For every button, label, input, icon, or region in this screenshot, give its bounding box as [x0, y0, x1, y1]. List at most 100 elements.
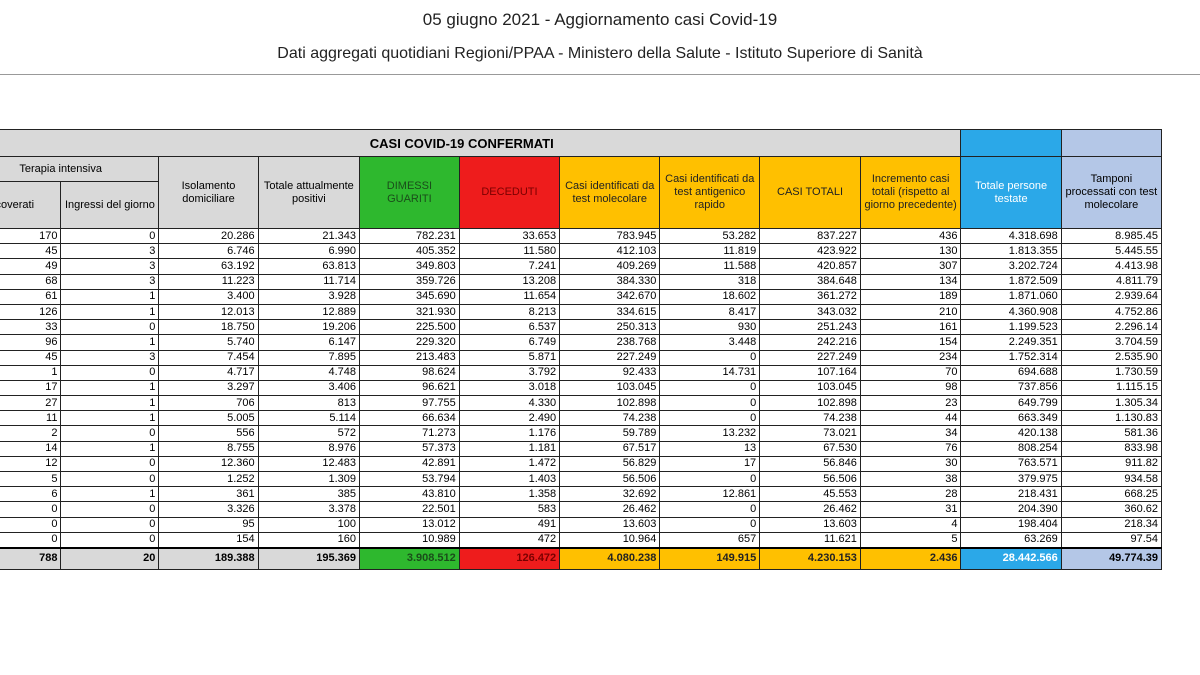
table-cell: 783.945 [559, 227, 661, 245]
table-row: 1 0 4.717 4.748 98.624 3.792 92.433 14.731 107.1… [0, 364, 1163, 381]
total-cell: 195.369 [257, 546, 361, 570]
table-row: 2 0 556 572 71.273 1.176 59.789 13.232 73.021 34 4… [0, 425, 1163, 442]
table-row: 170 0 20.286 21.343 782.231 33.653 783.945 53.2… [0, 227, 1163, 245]
table-cell: 6.749 [458, 334, 561, 351]
table-cell: 100 [257, 516, 361, 533]
table-cell: 11.654 [458, 288, 561, 305]
terapia-intensiva-label: Terapia intensiva [19, 162, 102, 175]
table-row: 12 0 12.360 12.483 42.891 1.472 56.829 17 56.846… [0, 455, 1163, 473]
table-cell: 229.320 [359, 334, 460, 351]
group-blank-lightblue [1060, 129, 1163, 157]
table-cell: 4.811.79 [1060, 273, 1163, 290]
col-header-isolamento: Isolamento domiciliare [158, 156, 259, 229]
col-header-ingressi: Ingressi del giorno [60, 181, 160, 229]
table-cell: 6.147 [257, 334, 361, 351]
table-cell: 63.269 [960, 531, 1062, 549]
table-cell: 250.313 [559, 319, 661, 336]
total-cell: 788 [0, 546, 62, 570]
table-cell: 5 [0, 470, 62, 488]
col-label: DIMESSI GUARITI [386, 179, 433, 205]
table-cell: 11.714 [257, 273, 361, 290]
col-header-ricoverati: ricoverati [0, 181, 62, 229]
table-cell: 307 [859, 258, 962, 275]
table-cell: 20.286 [158, 227, 259, 245]
table-cell: 423.922 [759, 243, 861, 260]
table-cell: 572 [257, 425, 361, 442]
table-cell: 0 [60, 425, 160, 442]
table-cell: 189 [859, 288, 962, 305]
table-cell: 43.810 [359, 486, 460, 503]
table-cell: 412.103 [559, 243, 661, 260]
table-cell: 53.794 [359, 470, 460, 488]
table-cell: 95 [158, 516, 259, 533]
table-row: 11 1 5.005 5.114 66.634 2.490 74.238 0 74.238 44 6… [0, 410, 1163, 427]
table-cell: 11 [0, 410, 62, 427]
table-cell: 2.939.64 [1060, 288, 1163, 305]
table-cell: 30 [859, 455, 962, 473]
table-row: 45 3 6.746 6.990 405.352 11.580 412.103 11.819 4… [0, 243, 1163, 260]
table-cell: 361 [158, 486, 259, 503]
table-cell: 5.005 [158, 410, 259, 427]
table-cell: 2.490 [458, 410, 561, 427]
table-cell: 92.433 [559, 364, 661, 381]
total-cell: 149.915 [659, 546, 761, 570]
table-cell: 911.82 [1060, 455, 1163, 473]
col-label: Isolamento domiciliare [181, 179, 236, 205]
table-cell: 8.985.45 [1060, 227, 1163, 245]
table-cell: 11.819 [659, 243, 761, 260]
table-cell: 360.62 [1060, 501, 1163, 518]
col-header-casi-molecolare: Casi identificati da test molecolare [559, 156, 661, 229]
table-cell: 96.621 [359, 379, 460, 397]
table-cell: 4.330 [458, 395, 561, 412]
table-cell: 583 [458, 501, 561, 518]
table-cell: 0 [60, 531, 160, 549]
table-cell: 472 [458, 531, 561, 549]
table-cell: 242.216 [759, 334, 861, 351]
table-cell: 3.792 [458, 364, 561, 381]
table-cell: 3.406 [257, 379, 361, 397]
table-cell: 0 [659, 410, 761, 427]
table-cell: 3.400 [158, 288, 259, 305]
table-cell: 4.752.86 [1060, 303, 1163, 321]
table-cell: 345.690 [359, 288, 460, 305]
table-cell: 1 [60, 334, 160, 351]
table-cell: 1.199.523 [960, 319, 1062, 336]
table-cell: 130 [859, 243, 962, 260]
table-cell: 13.012 [359, 516, 460, 533]
table-row: 5 0 1.252 1.309 53.794 1.403 56.506 0 56.506 38 37… [0, 470, 1163, 488]
table-cell: 4.717 [158, 364, 259, 381]
table-cell: 74.238 [559, 410, 661, 427]
total-cell: 189.388 [158, 546, 259, 570]
table-cell: 97.755 [359, 395, 460, 412]
table-cell: 4.748 [257, 364, 361, 381]
table-cell: 198.404 [960, 516, 1062, 533]
table-cell: 218.431 [960, 486, 1062, 503]
table-cell: 6 [0, 486, 62, 503]
table-row: 14 1 8.755 8.976 57.373 1.181 67.517 13 67.530 76… [0, 440, 1163, 457]
table-cell: 934.58 [1060, 470, 1163, 488]
table-cell: 13 [659, 440, 761, 457]
table-cell: 409.269 [559, 258, 661, 275]
table-cell: 405.352 [359, 243, 460, 260]
table-cell: 1.176 [458, 425, 561, 442]
table-cell: 321.930 [359, 303, 460, 321]
table-cell: 213.483 [359, 349, 460, 366]
table-cell: 3 [60, 243, 160, 260]
total-cell: 20 [60, 546, 160, 570]
table-cell: 67.530 [759, 440, 861, 457]
total-cell: 4.080.238 [559, 546, 661, 570]
table-cell: 238.768 [559, 334, 661, 351]
col-label: CASI TOTALI [777, 186, 844, 198]
table-cell: 837.227 [759, 227, 861, 245]
table-cell: 13.232 [659, 425, 761, 442]
table-cell: 334.615 [559, 303, 661, 321]
table-cell: 57.373 [359, 440, 460, 457]
table-cell: 7.895 [257, 349, 361, 366]
table-cell: 10.989 [359, 531, 460, 549]
col-header-tamponi: Tamponi processati con test molecolare [1060, 156, 1163, 229]
table-cell: 56.506 [759, 470, 861, 488]
table-cell: 3 [60, 273, 160, 290]
table-cell: 68 [0, 273, 62, 290]
covid-table: CASI COVID-19 CONFERMATI Terapia intensi… [0, 129, 1163, 570]
table-cell: 1.752.314 [960, 349, 1062, 366]
